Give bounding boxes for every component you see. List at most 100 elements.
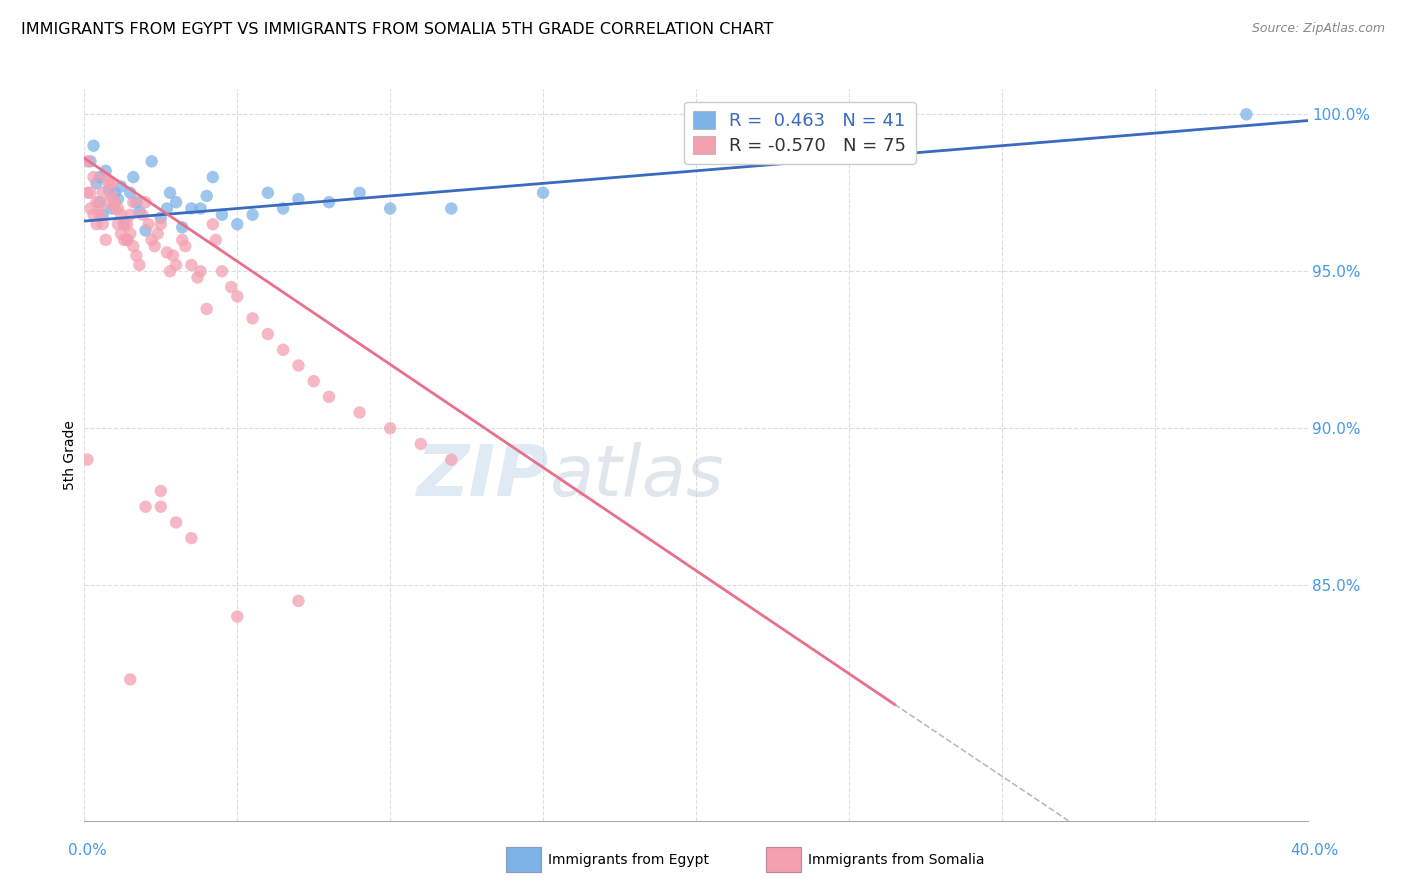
Point [101, 202, 124, 216]
Point [94, 170, 117, 185]
Point [112, 217, 135, 231]
Point [143, 239, 166, 253]
Point [76, 452, 98, 467]
Point [287, 192, 309, 206]
Point [156, 202, 179, 216]
Point [242, 208, 264, 222]
Point [135, 195, 157, 210]
Point [440, 202, 463, 216]
Point [101, 189, 124, 203]
Point [89, 170, 111, 185]
Point [89, 195, 111, 210]
Point [107, 202, 129, 216]
Point [104, 186, 127, 200]
Point [186, 270, 208, 285]
Point [83, 170, 105, 185]
Point [79, 202, 101, 216]
Point [122, 170, 145, 185]
Point [195, 189, 218, 203]
Point [190, 264, 212, 278]
Point [107, 192, 129, 206]
Point [149, 211, 172, 225]
Point [141, 154, 163, 169]
Point [165, 516, 187, 530]
Point [83, 208, 105, 222]
Point [174, 239, 197, 253]
Point [190, 202, 212, 216]
Point [97, 183, 120, 197]
Point [149, 500, 172, 514]
Point [149, 483, 172, 498]
Point [91, 208, 114, 222]
Point [205, 233, 228, 247]
Point [104, 195, 127, 210]
Point [172, 220, 194, 235]
Point [531, 186, 554, 200]
Point [201, 217, 224, 231]
Point [97, 177, 120, 191]
Point [91, 217, 114, 231]
Y-axis label: 5th Grade: 5th Grade [63, 420, 77, 490]
Point [1236, 107, 1258, 121]
Point [138, 217, 160, 231]
Text: Immigrants from Somalia: Immigrants from Somalia [808, 853, 986, 867]
Point [128, 204, 150, 219]
Text: atlas: atlas [550, 442, 724, 511]
Point [125, 249, 148, 263]
Point [141, 233, 163, 247]
Point [120, 208, 142, 222]
Point [287, 359, 309, 373]
Point [128, 258, 150, 272]
Point [91, 186, 114, 200]
Point [115, 233, 138, 247]
Point [86, 195, 108, 210]
Point [86, 217, 108, 231]
Point [120, 673, 142, 687]
Point [97, 195, 120, 210]
Point [159, 264, 181, 278]
Point [287, 594, 309, 608]
Point [146, 227, 169, 241]
Point [180, 202, 202, 216]
Point [135, 500, 157, 514]
Point [104, 202, 127, 216]
Point [76, 154, 98, 169]
Point [318, 390, 340, 404]
Point [440, 452, 463, 467]
Point [211, 208, 233, 222]
Point [271, 202, 294, 216]
Text: Source: ZipAtlas.com: Source: ZipAtlas.com [1251, 22, 1385, 36]
Point [112, 233, 135, 247]
Legend: R =  0.463   N = 41, R = -0.570   N = 75: R = 0.463 N = 41, R = -0.570 N = 75 [685, 102, 915, 164]
Point [79, 186, 101, 200]
Point [94, 233, 117, 247]
Point [115, 217, 138, 231]
Point [115, 233, 138, 247]
Point [242, 311, 264, 326]
Point [89, 202, 111, 216]
Point [172, 233, 194, 247]
Point [149, 217, 172, 231]
Point [257, 327, 280, 342]
Point [201, 170, 224, 185]
Point [135, 223, 157, 237]
Point [101, 177, 124, 191]
Point [180, 531, 202, 545]
Point [257, 186, 280, 200]
Text: Immigrants from Egypt: Immigrants from Egypt [548, 853, 710, 867]
Point [120, 186, 142, 200]
Point [380, 202, 402, 216]
Point [226, 609, 249, 624]
Point [180, 258, 202, 272]
Point [79, 154, 101, 169]
Point [380, 421, 402, 435]
Point [219, 280, 242, 294]
Point [76, 186, 98, 200]
Point [349, 186, 371, 200]
Point [89, 208, 111, 222]
Text: IMMIGRANTS FROM EGYPT VS IMMIGRANTS FROM SOMALIA 5TH GRADE CORRELATION CHART: IMMIGRANTS FROM EGYPT VS IMMIGRANTS FROM… [21, 22, 773, 37]
Point [83, 138, 105, 153]
Point [122, 239, 145, 253]
Point [409, 437, 432, 451]
Point [112, 217, 135, 231]
